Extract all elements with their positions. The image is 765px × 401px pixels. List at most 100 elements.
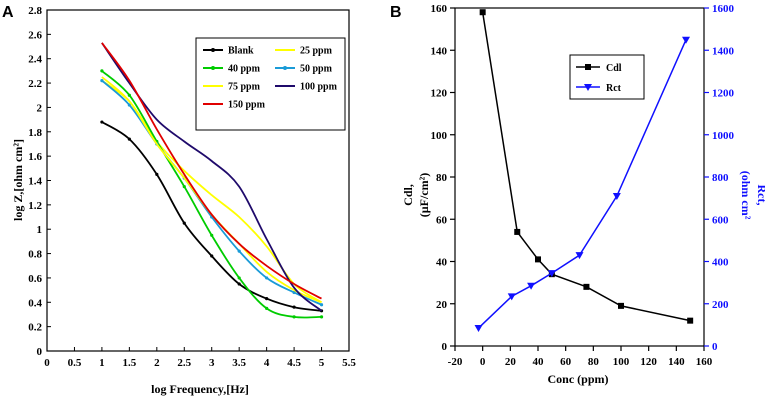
series-cdl-point bbox=[514, 228, 521, 235]
series-blank-point bbox=[265, 297, 269, 301]
panel-a-x-tick-label: 4.5 bbox=[287, 357, 301, 369]
panel-b-left-y-title-line2: (µF/cm²) bbox=[417, 173, 431, 218]
panel-a-y-tick-label: 1.4 bbox=[28, 176, 42, 188]
panel-a-y-tick-label: 1.8 bbox=[28, 127, 42, 139]
legend-label: 100 ppm bbox=[300, 82, 338, 93]
series-40-ppm-point bbox=[237, 276, 241, 280]
legend-label: Rct bbox=[606, 83, 622, 94]
panel-b-left-y-tick-label: 0 bbox=[442, 341, 448, 353]
panel-a-y-tick-label: 0.8 bbox=[28, 249, 42, 261]
panel-b-x-axis-title: Conc (ppm) bbox=[547, 372, 608, 386]
series-blank-point bbox=[127, 137, 131, 141]
panel-a-x-tick-label: 0.5 bbox=[68, 357, 82, 369]
series-50-ppm-point bbox=[265, 276, 269, 280]
panel-b-left-y-tick-label: 140 bbox=[431, 45, 448, 57]
panel-b-right-y-tick-label: 0 bbox=[712, 341, 718, 353]
series-40-ppm-point bbox=[100, 69, 104, 73]
panel-a-x-axis-title: log Frequency,[Hz] bbox=[151, 382, 249, 396]
legend-item-50-ppm: 50 ppm bbox=[275, 64, 333, 75]
panel-b-x-tick-label: 120 bbox=[640, 356, 657, 368]
panel-b-x-tick-label: 80 bbox=[588, 356, 600, 368]
legend-item-40-ppm: 40 ppm bbox=[203, 64, 261, 75]
panel-b-left-y-tick-label: 160 bbox=[431, 3, 448, 15]
panel-a-y-tick-label: 0.6 bbox=[28, 273, 42, 285]
panel-b-x-tick-label: 160 bbox=[696, 356, 713, 368]
series-blank-point bbox=[237, 282, 241, 286]
legend-marker bbox=[585, 64, 591, 70]
panel-a-x-tick-label: 1.5 bbox=[122, 357, 136, 369]
panel-b-series bbox=[474, 9, 694, 333]
series-rct-point bbox=[507, 293, 516, 301]
panel-b-x-tick-label: 20 bbox=[505, 356, 517, 368]
panel-a-x-tick-label: 5 bbox=[319, 357, 325, 369]
panel-b-right-y-tick-label: 200 bbox=[712, 299, 729, 311]
series-150-ppm-line bbox=[101, 42, 322, 300]
series-cdl-point bbox=[618, 302, 624, 309]
series-rct-point bbox=[575, 252, 584, 260]
panel-a-x-tick-label: 0 bbox=[44, 357, 50, 369]
legend-marker bbox=[283, 66, 287, 70]
panel-b-right-y-tick-label: 1600 bbox=[712, 3, 735, 15]
panel-a-x-tick-label: 5.5 bbox=[342, 357, 356, 369]
panel-a-y-tick-label: 0 bbox=[37, 346, 43, 358]
panel-b-left-y-tick-label: 120 bbox=[431, 88, 448, 100]
panel-a-y-axis-title: log Z,[ohm cm²] bbox=[11, 139, 25, 221]
legend-item-150-ppm: 150 ppm bbox=[203, 100, 266, 111]
series-50-ppm-point bbox=[100, 79, 104, 83]
legend-label: 50 ppm bbox=[300, 64, 333, 75]
legend-label: 150 ppm bbox=[228, 100, 266, 111]
panel-a-y-tick-label: 2.6 bbox=[28, 29, 42, 41]
series-40-ppm-point bbox=[292, 315, 296, 319]
panel-a-label: A bbox=[2, 4, 14, 21]
legend-marker bbox=[211, 48, 215, 52]
legend-label: 75 ppm bbox=[228, 82, 261, 93]
series-50-ppm-point bbox=[319, 303, 324, 307]
panel-b-right-y-tick-label: 1000 bbox=[712, 130, 735, 142]
panel-b-x-tick-label: 100 bbox=[613, 356, 630, 368]
panel-b-left-y-tick-label: 40 bbox=[436, 257, 448, 269]
panel-b-x-tick-label: 60 bbox=[560, 356, 572, 368]
panel-a-x-tick-label: 3 bbox=[209, 357, 215, 369]
panel-b-left-y-axis-title: Cdl, (µF/cm²) bbox=[401, 173, 431, 218]
panel-b-right-y-tick-label: 1200 bbox=[712, 88, 735, 100]
panel-a-y-tick-label: 2.2 bbox=[28, 78, 42, 90]
series-rct-point bbox=[547, 270, 556, 278]
panel-b-left-y-tick-label: 80 bbox=[436, 172, 448, 184]
series-cdl-point bbox=[535, 256, 541, 263]
panel-a-y-tick-label: 0.4 bbox=[28, 297, 42, 309]
panel-a-x-tick-label: 2.5 bbox=[177, 357, 191, 369]
panel-a-y-tick-label: 0.2 bbox=[28, 322, 42, 334]
series-blank-point bbox=[292, 305, 296, 309]
series-40-ppm-point bbox=[127, 93, 131, 97]
panel-b-x-tick-label: 40 bbox=[533, 356, 545, 368]
panel-b-legend-box bbox=[569, 54, 645, 100]
series-50-ppm bbox=[100, 79, 324, 307]
series-rct-point bbox=[682, 36, 691, 44]
series-blank-point bbox=[155, 172, 159, 177]
legend-label: Cdl bbox=[606, 63, 622, 74]
panel-a-y-tick-label: 2.8 bbox=[28, 5, 42, 17]
series-blank-point bbox=[100, 120, 104, 124]
legend-label: 40 ppm bbox=[228, 64, 261, 75]
legend-item-75-ppm: 75 ppm bbox=[203, 82, 261, 93]
panel-b-x-tick-label: -20 bbox=[448, 356, 463, 368]
legend-item-100-ppm: 100 ppm bbox=[275, 82, 338, 93]
panel-a-y-tick-label: 1.6 bbox=[28, 151, 42, 163]
panel-b-right-y-tick-label: 1400 bbox=[712, 45, 735, 57]
series-blank-point bbox=[182, 221, 186, 225]
series-cdl-point bbox=[583, 283, 590, 290]
series-40-ppm-point bbox=[182, 184, 186, 189]
legend-item-cdl: Cdl bbox=[576, 63, 622, 74]
panel-a-x-tick-label: 2 bbox=[154, 357, 160, 369]
series-rct-point bbox=[474, 325, 483, 333]
series-50-ppm-point bbox=[237, 249, 241, 253]
legend-label: 25 ppm bbox=[300, 46, 333, 57]
panel-b-x-ticks: -20 0 20 40 60 80 100 120 140 160 bbox=[448, 346, 713, 368]
legend-item-blank: Blank bbox=[203, 46, 254, 57]
panel-a-y-tick-label: 1 bbox=[37, 224, 43, 236]
panel-b-left-y-ticks: 0 20 40 60 80 100 120 140 160 bbox=[431, 3, 455, 353]
series-rct bbox=[474, 36, 691, 333]
series-cdl-point bbox=[479, 9, 486, 16]
panel-b-right-y-tick-label: 800 bbox=[712, 172, 729, 184]
panel-a-series bbox=[100, 42, 324, 319]
